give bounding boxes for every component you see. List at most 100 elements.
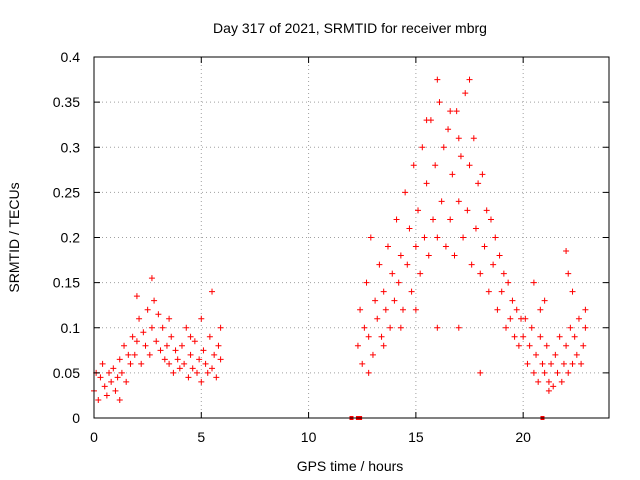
data-point — [148, 324, 155, 331]
y-tick-label: 0.4 — [61, 49, 81, 65]
data-point — [153, 338, 160, 345]
data-point — [543, 342, 550, 349]
data-point — [440, 144, 447, 151]
data-point — [172, 347, 179, 354]
data-point — [136, 315, 143, 322]
data-point — [569, 288, 576, 295]
data-point — [569, 360, 576, 367]
data-point — [507, 315, 514, 322]
data-point — [359, 360, 366, 367]
data-point — [481, 243, 488, 250]
data-point — [123, 378, 130, 385]
data-point — [382, 306, 389, 313]
data-point — [535, 378, 542, 385]
data-point — [118, 369, 125, 376]
data-point — [575, 315, 582, 322]
data-point — [565, 270, 572, 277]
chart-title: Day 317 of 2021, SRMTID for receiver mbr… — [213, 20, 487, 36]
data-point — [410, 162, 417, 169]
data-point — [537, 333, 544, 340]
data-point — [95, 396, 102, 403]
data-point — [466, 76, 473, 83]
data-point — [455, 135, 462, 142]
data-point — [387, 324, 394, 331]
data-point — [541, 369, 548, 376]
data-point — [552, 351, 559, 358]
data-point — [110, 365, 117, 372]
data-point — [196, 356, 203, 363]
data-point — [430, 216, 437, 223]
axis-ticks — [93, 56, 609, 419]
data-point — [372, 297, 379, 304]
data-point — [487, 216, 494, 223]
y-tick-label: 0.2 — [61, 230, 81, 246]
data-point — [455, 324, 462, 331]
data-point — [408, 288, 415, 295]
data-point — [391, 297, 398, 304]
data-point — [425, 252, 432, 259]
data-point — [97, 374, 104, 381]
data-point — [369, 351, 376, 358]
data-point — [151, 297, 158, 304]
data-point — [116, 356, 123, 363]
data-point — [472, 225, 479, 232]
data-point — [548, 360, 555, 367]
data-point — [125, 351, 132, 358]
data-point — [116, 396, 123, 403]
data-point — [434, 76, 441, 83]
y-tick-label: 0 — [72, 410, 80, 426]
x-tick-label: 15 — [408, 429, 424, 445]
data-point — [449, 171, 456, 178]
data-point — [571, 333, 578, 340]
y-tick-label: 0.05 — [53, 365, 80, 381]
data-point — [515, 342, 522, 349]
data-point — [176, 365, 183, 372]
data-point — [361, 324, 368, 331]
data-point — [451, 252, 458, 259]
data-point — [166, 360, 173, 367]
data-point — [400, 306, 406, 313]
data-point — [447, 216, 454, 223]
data-point — [503, 324, 509, 331]
data-point — [402, 189, 409, 196]
data-point — [204, 369, 211, 376]
data-point — [524, 360, 531, 367]
data-point — [485, 288, 492, 295]
data-point — [178, 342, 185, 349]
data-point — [363, 279, 370, 286]
data-point — [578, 360, 585, 367]
data-point — [376, 261, 383, 268]
grid — [94, 57, 609, 418]
data-point — [453, 108, 460, 115]
data-point — [533, 351, 540, 358]
data-point — [106, 369, 113, 376]
data-point — [99, 360, 106, 367]
data-point — [494, 306, 501, 313]
data-point — [567, 324, 574, 331]
data-point — [127, 360, 134, 367]
data-point — [558, 378, 565, 385]
data-point — [419, 144, 426, 151]
data-point — [563, 342, 570, 349]
y-tick-label: 0.15 — [53, 275, 80, 291]
data-point — [378, 333, 385, 340]
data-point — [187, 333, 194, 340]
data-point — [445, 126, 452, 133]
data-point — [189, 365, 196, 372]
data-point — [380, 342, 387, 349]
data-point — [582, 306, 589, 313]
data-point — [121, 342, 128, 349]
data-point — [545, 387, 552, 394]
data-point — [217, 356, 224, 363]
y-tick-label: 0.35 — [53, 94, 80, 110]
data-point — [365, 369, 372, 376]
data-point — [213, 374, 220, 381]
y-axis-label: SRMTID / TECUs — [6, 182, 22, 292]
data-point — [397, 324, 404, 331]
data-point — [129, 333, 136, 340]
data-point — [144, 306, 151, 313]
x-axis-label: GPS time / hours — [297, 458, 404, 474]
data-point — [526, 342, 533, 349]
data-point — [573, 351, 580, 358]
data-point — [209, 365, 216, 372]
